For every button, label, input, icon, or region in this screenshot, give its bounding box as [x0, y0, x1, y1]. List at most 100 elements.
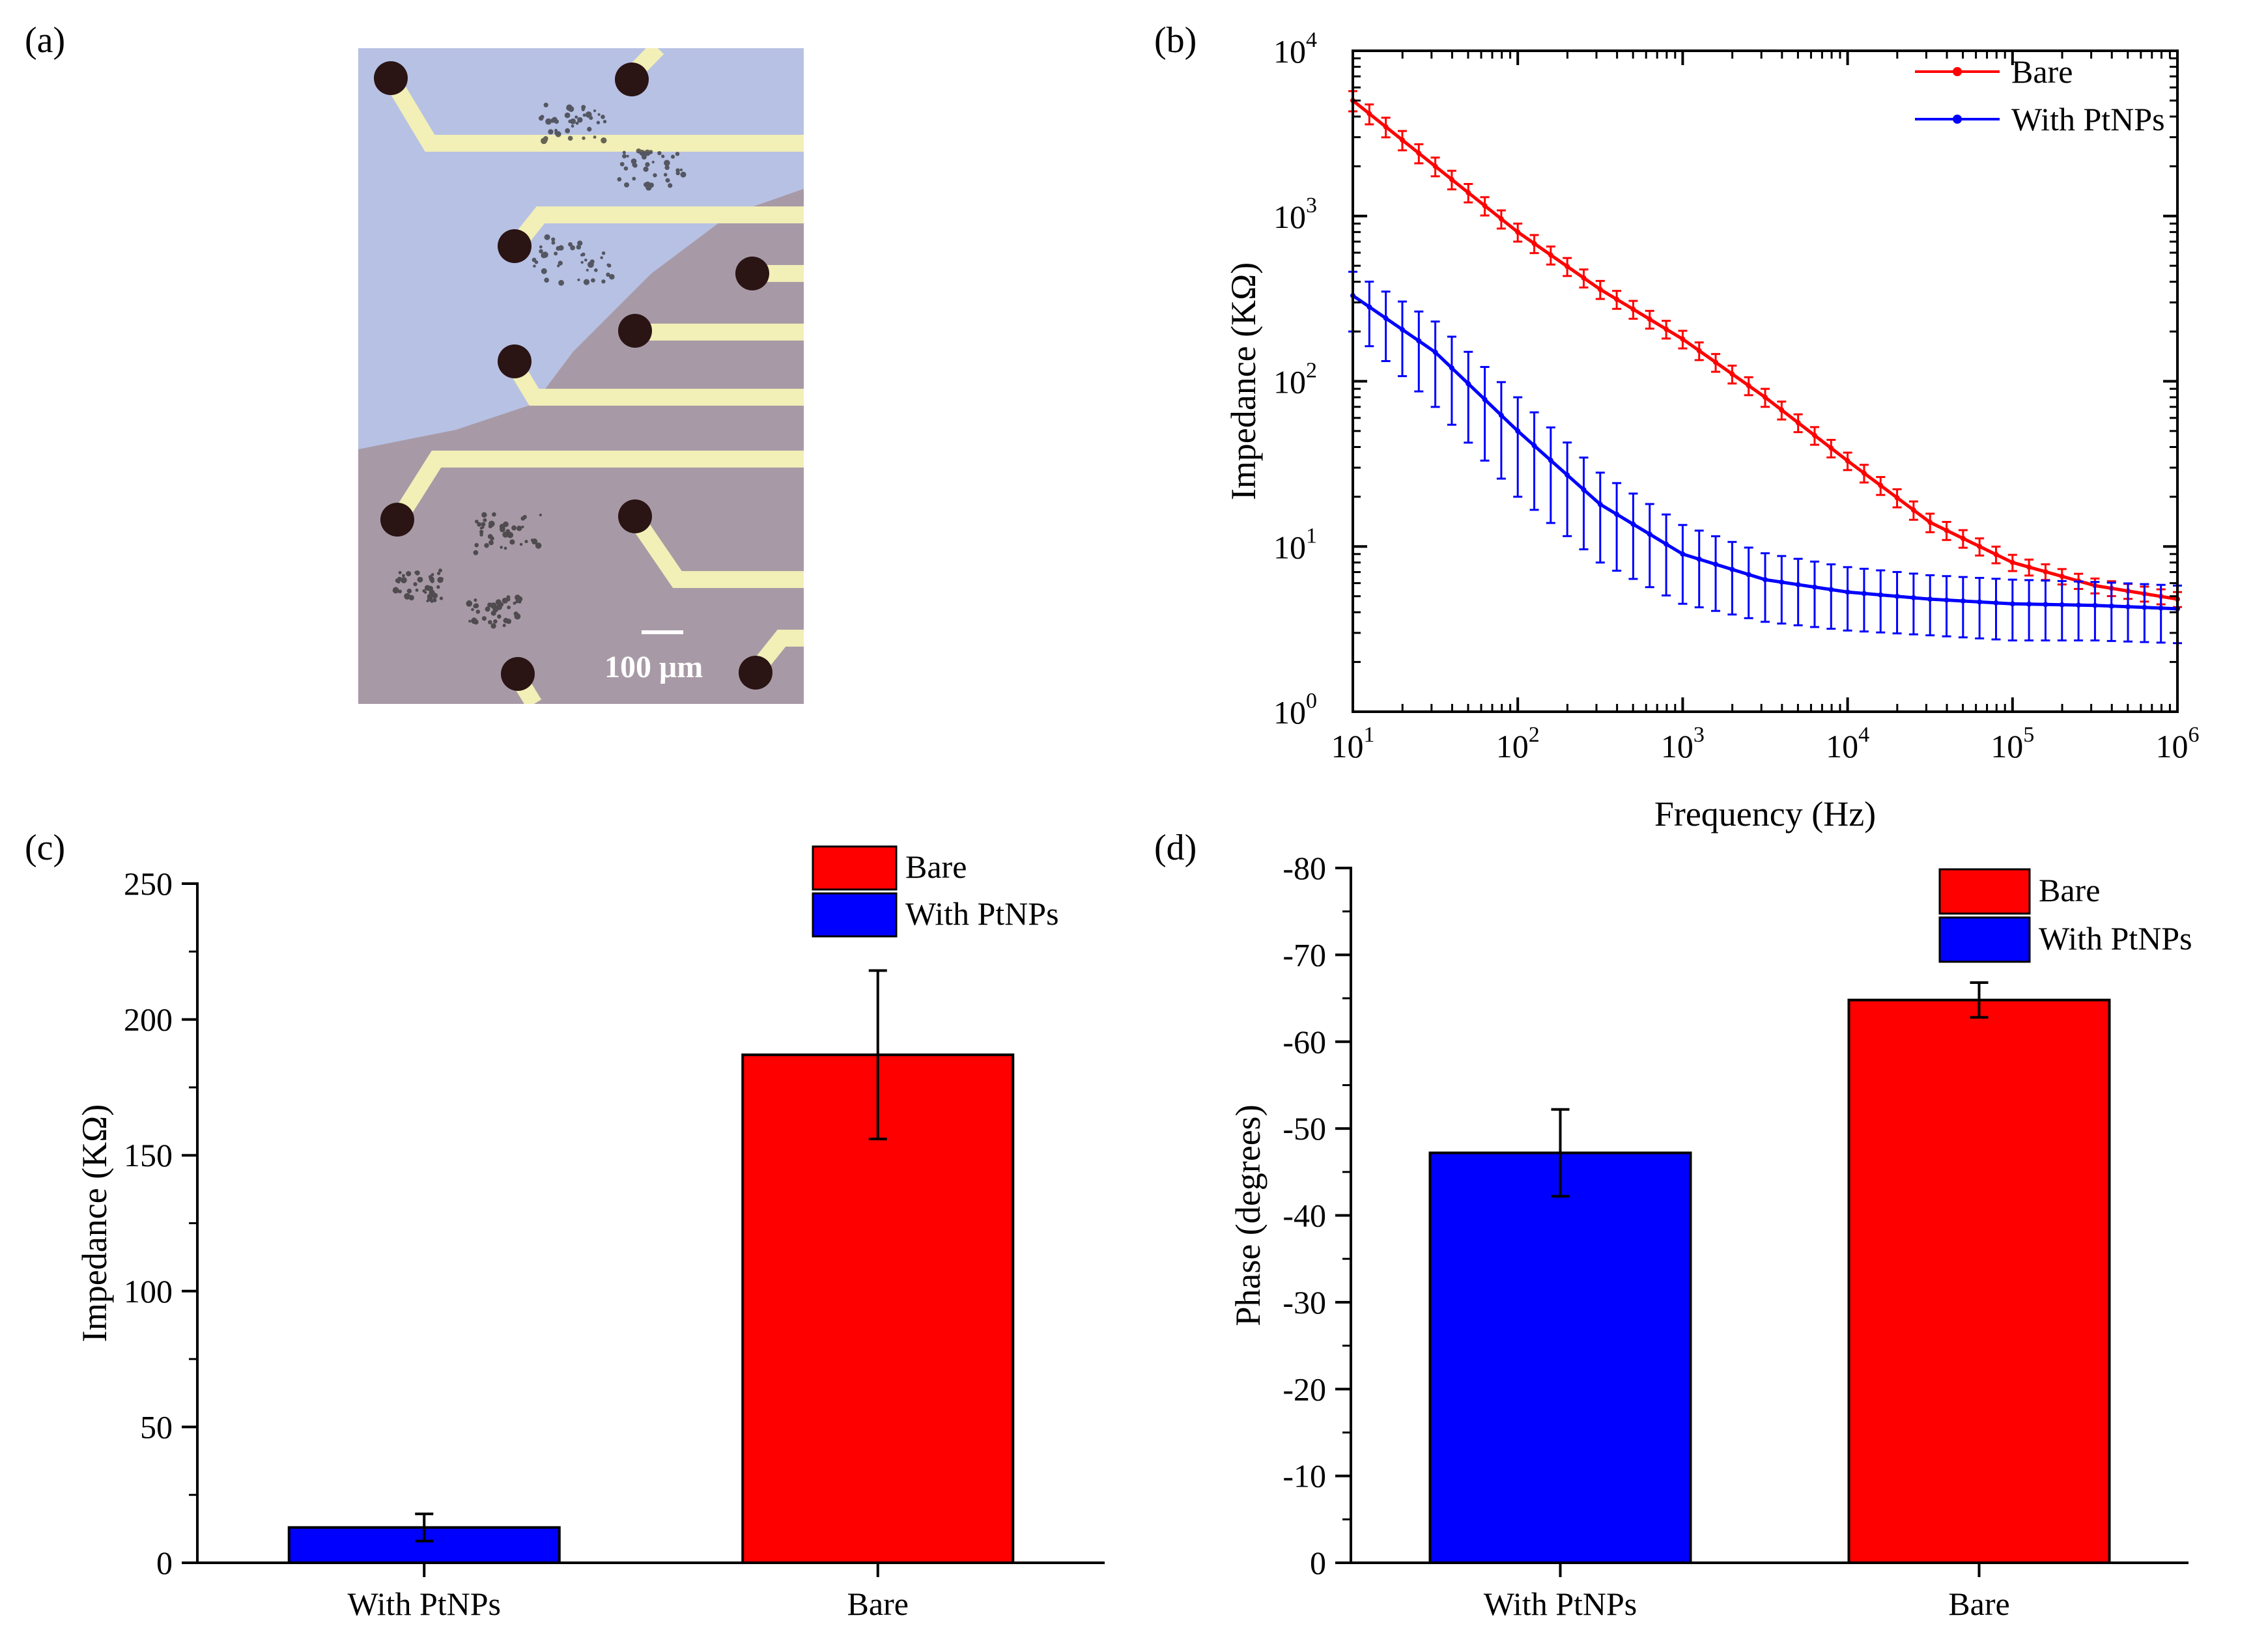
- x-tick-base: 10: [2156, 728, 2189, 764]
- bar: [1428, 1151, 1692, 1564]
- pt-particle: [507, 605, 511, 609]
- pt-particle: [556, 245, 561, 251]
- x-tick-base: 10: [1991, 728, 2023, 764]
- series-line: [1352, 294, 2178, 611]
- pt-particle: [554, 251, 558, 256]
- pt-particle: [514, 613, 521, 620]
- pt-particle: [601, 279, 606, 284]
- pt-particle: [489, 540, 494, 546]
- pt-particle: [535, 542, 542, 549]
- pt-particle: [490, 623, 496, 629]
- legend-ptnps-label: With PtNPs: [2011, 101, 2165, 137]
- pt-particle: [542, 251, 548, 258]
- pt-particle: [575, 121, 579, 125]
- pt-particle: [506, 597, 511, 602]
- x-tick-base: 10: [1331, 728, 1364, 764]
- y-tick-label: -50: [1282, 1110, 1326, 1147]
- pt-particle: [522, 514, 527, 520]
- pt-particle: [589, 259, 595, 264]
- y-tick-label: -30: [1282, 1284, 1326, 1321]
- pt-particle: [503, 617, 509, 624]
- pt-particle: [558, 260, 563, 266]
- pt-particle: [397, 576, 402, 581]
- pt-particle: [490, 602, 497, 609]
- x-tick-label: With PtNPs: [1484, 1586, 1637, 1622]
- pt-particle: [406, 588, 412, 594]
- pt-particle: [651, 160, 655, 163]
- pt-particle: [485, 606, 490, 612]
- legend-bare-swatch: [812, 845, 898, 891]
- series-bare: [1348, 90, 2182, 608]
- pt-particle: [638, 149, 642, 152]
- pt-particle: [487, 534, 493, 539]
- y-tick-label: 200: [124, 1001, 173, 1038]
- pt-particle: [414, 570, 418, 574]
- legend-ptnps-swatch: [812, 892, 898, 938]
- pt-particle: [515, 600, 519, 604]
- pt-particle: [545, 118, 552, 125]
- pt-particle: [417, 576, 423, 583]
- legend-ptnps-swatch: [1938, 916, 2031, 963]
- y-tick-label: 100: [124, 1273, 173, 1309]
- y-tick-exp: 0: [1306, 689, 1317, 713]
- pt-particle: [622, 154, 627, 159]
- pt-particle: [582, 113, 586, 117]
- pt-particle: [500, 526, 505, 533]
- pt-particle: [431, 573, 434, 576]
- pt-particle: [582, 136, 586, 140]
- pt-particle: [555, 131, 561, 137]
- pt-particle: [502, 624, 506, 628]
- legend-bare-label: Bare: [2039, 872, 2100, 908]
- pt-particle: [581, 107, 585, 111]
- y-tick-label: -70: [1282, 936, 1326, 973]
- pt-particle: [530, 539, 533, 542]
- pt-particle: [438, 568, 442, 573]
- pt-particle: [543, 102, 548, 107]
- series-ptnps: [1348, 270, 2182, 645]
- y-tick-label: 102: [1273, 359, 1317, 400]
- microscope-image: 100 μm: [358, 48, 804, 704]
- pt-particle: [597, 113, 601, 116]
- micro-pt-particles: [392, 102, 687, 629]
- pt-particle: [466, 600, 473, 607]
- pt-particle: [681, 174, 685, 177]
- pt-particle: [570, 118, 576, 124]
- x-tick-label: 101: [1331, 723, 1375, 764]
- pt-particle: [439, 596, 444, 600]
- legend-ptnps-label: With PtNPs: [905, 895, 1059, 932]
- pt-particle: [477, 522, 482, 527]
- pt-particle: [544, 138, 548, 143]
- chart-c-legend: Bare With PtNPs: [812, 845, 1059, 938]
- pt-particle: [475, 609, 481, 614]
- pt-particle: [406, 570, 412, 577]
- pt-particle: [481, 616, 487, 621]
- pt-particle: [570, 245, 575, 251]
- pt-particle: [519, 542, 523, 546]
- pt-particle: [583, 279, 590, 285]
- pt-particle: [473, 550, 479, 555]
- micro-electrode-pads: [374, 61, 772, 691]
- pt-particle: [533, 264, 536, 268]
- pt-particle: [401, 577, 407, 583]
- y-tick-label: 250: [124, 865, 173, 902]
- x-tick-label: 104: [1826, 723, 1869, 764]
- pt-particle: [609, 273, 615, 280]
- panel-b-label: (b): [1154, 20, 1197, 61]
- pt-particle: [521, 525, 524, 529]
- pt-particle: [664, 165, 670, 171]
- pt-particle: [565, 128, 571, 133]
- x-tick-base: 10: [1661, 728, 1693, 764]
- pt-particle: [581, 252, 586, 257]
- y-tick-label: -40: [1282, 1197, 1326, 1234]
- pt-particle: [586, 268, 589, 272]
- pt-particle: [474, 598, 477, 602]
- pt-particle: [568, 119, 572, 124]
- pt-particle: [657, 150, 662, 156]
- x-tick-label: 106: [2156, 723, 2200, 764]
- panel-a-label: (a): [25, 20, 65, 61]
- x-tick-label: 105: [1991, 723, 2034, 764]
- legend-bare-marker: [1953, 67, 1962, 76]
- pt-particle: [606, 272, 610, 277]
- pt-particle: [585, 111, 592, 118]
